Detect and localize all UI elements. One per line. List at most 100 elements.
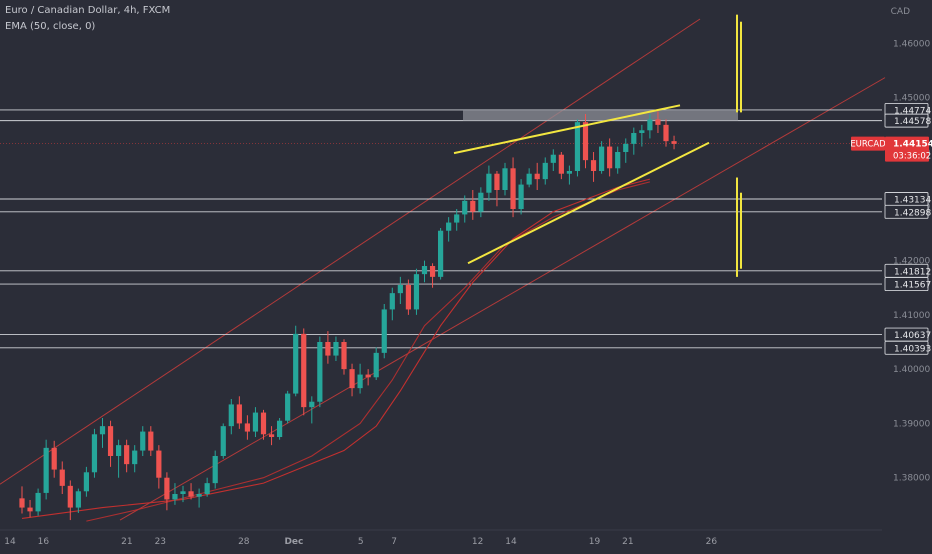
candle-body[interactable] [518,184,524,209]
candle-body[interactable] [542,162,548,180]
candle-body[interactable] [116,445,122,456]
candle-body[interactable] [83,472,89,492]
level-price-tag[interactable] [884,204,929,219]
candle-body[interactable] [156,450,162,478]
candle-body[interactable] [268,434,275,437]
candle-body[interactable] [51,447,57,470]
time-tick-label: 28 [238,537,250,547]
candle-body[interactable] [27,507,33,512]
candle-body[interactable] [204,483,210,494]
candle-body[interactable] [590,160,597,171]
candle-body[interactable] [671,141,677,144]
candle-body[interactable] [349,369,355,389]
candle-body[interactable] [132,450,138,465]
candle-body[interactable] [164,477,170,500]
candle-body[interactable] [397,285,403,294]
candle-body[interactable] [582,122,589,161]
candle-body[interactable] [655,119,661,125]
candle-body[interactable] [99,426,106,435]
candle-body[interactable] [631,133,637,144]
candle-body[interactable] [148,431,154,451]
candle-body[interactable] [510,168,516,209]
candle-body[interactable] [35,492,41,512]
candle-body[interactable] [478,192,484,212]
candle-body[interactable] [373,352,379,378]
candle-body[interactable] [381,309,387,353]
level-price-tag[interactable] [884,277,929,292]
candle-body[interactable] [260,412,267,435]
candle-body[interactable] [124,445,130,465]
candle-body[interactable] [140,431,146,451]
candle-body[interactable] [180,491,186,494]
candle-body[interactable] [252,412,259,432]
price-tick-label: 1.39000 [893,419,930,429]
candle-body[interactable] [534,173,540,180]
candle-body[interactable] [228,404,234,427]
candle-body[interactable] [663,124,669,142]
candle-body[interactable] [454,214,460,223]
channel-lower-line [119,77,886,521]
candle-body[interactable] [317,342,323,402]
symbol-title: Euro / Canadian Dollar, 4h, FXCM [5,5,171,16]
candle-body[interactable] [405,285,411,310]
candle-body[interactable] [220,426,226,456]
candle-body[interactable] [244,423,250,432]
candle-body[interactable] [623,143,629,152]
candle-body[interactable] [325,342,331,356]
candle-body[interactable] [236,404,242,424]
candle-body[interactable] [446,222,452,231]
candle-body[interactable] [574,122,581,171]
candle-body[interactable] [293,333,299,394]
candle-body[interactable] [285,393,291,421]
wedge-upper-line[interactable] [453,104,681,155]
price-tick-label: 1.42000 [893,257,930,267]
candle-body[interactable] [196,494,202,497]
candle-body[interactable] [19,498,25,508]
candle-body[interactable] [558,154,564,174]
candle-body[interactable] [67,485,73,508]
candle-body[interactable] [341,342,347,370]
candle-body[interactable] [470,200,476,212]
level-price-tag[interactable] [884,340,929,355]
candle-body[interactable] [607,146,613,169]
candle-body[interactable] [301,333,307,408]
candle-body[interactable] [59,469,65,486]
resistance-zone[interactable] [463,109,738,121]
candle-body[interactable] [333,342,339,356]
candle-body[interactable] [172,494,178,500]
candle-body[interactable] [357,374,363,389]
level-price-tag[interactable] [884,113,929,128]
candle-body[interactable] [438,230,444,277]
candle-body[interactable] [615,152,621,169]
candle-body[interactable] [365,374,371,378]
candle-body[interactable] [639,130,645,133]
candle-body[interactable] [91,434,98,473]
candle-body[interactable] [107,426,114,456]
candle-body[interactable] [502,168,508,190]
candle-body[interactable] [494,173,500,190]
level-price-text: 1.42898 [894,208,931,218]
candle-body[interactable] [486,173,492,193]
candle-body[interactable] [421,266,428,275]
candle-body[interactable] [188,491,194,497]
wedge-lower-line[interactable] [467,141,710,265]
candle-body[interactable] [75,491,81,508]
candle-body[interactable] [566,171,572,174]
candle-body[interactable] [647,119,653,131]
candle-body[interactable] [43,447,49,493]
candle-body[interactable] [277,420,283,437]
candle-body[interactable] [429,266,436,277]
candle-body[interactable] [413,274,420,310]
candle-body[interactable] [550,154,556,163]
candle-body[interactable] [462,200,468,215]
last-price-tag[interactable] [885,136,929,162]
time-tick-label: 14 [505,537,517,547]
candle-body[interactable] [212,456,218,484]
candle-body[interactable] [599,146,605,171]
candle-body[interactable] [526,173,532,185]
candle-body[interactable] [309,401,315,408]
candle-body[interactable] [389,293,395,310]
symbol-tag[interactable] [851,136,885,151]
